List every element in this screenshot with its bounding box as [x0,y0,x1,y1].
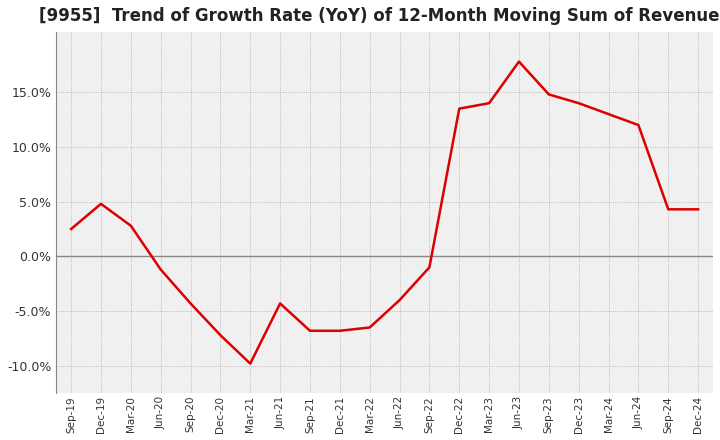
Title: [9955]  Trend of Growth Rate (YoY) of 12-Month Moving Sum of Revenues: [9955] Trend of Growth Rate (YoY) of 12-… [40,7,720,25]
